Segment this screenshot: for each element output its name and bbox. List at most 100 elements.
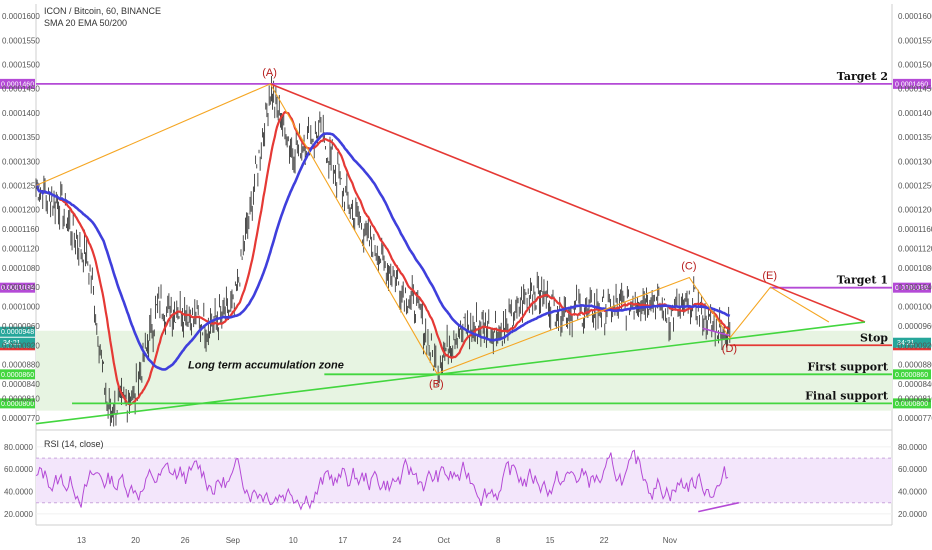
y-tick-right: 0.0000810 <box>898 395 932 404</box>
rsi-tick-left: 20.0000 <box>4 510 33 519</box>
price-tag-text: 0.0001460 <box>895 81 928 88</box>
y-tick-right: 0.0001120 <box>898 244 932 253</box>
trendlines <box>35 83 866 425</box>
price-tag <box>893 282 931 293</box>
rsi-tick-left: 60.0000 <box>4 465 33 474</box>
sma-line <box>35 110 730 406</box>
level-label: Final support <box>805 389 889 402</box>
y-tick-left: 0.0000920 <box>2 341 40 350</box>
price-tag <box>893 78 931 89</box>
price-tag-text: 0.0000860 <box>895 372 928 379</box>
rsi-tick-right: 80.0000 <box>898 443 927 452</box>
y-tick-left: 0.0001350 <box>2 133 40 142</box>
rsi-tick-left: 80.0000 <box>4 443 33 452</box>
x-tick: 22 <box>600 536 609 545</box>
y-tick-left: 0.0000770 <box>2 414 40 423</box>
price-tag-left <box>0 398 35 409</box>
y-tick-right: 0.0001350 <box>898 133 932 142</box>
countdown-text-right: 34:21 <box>897 340 915 347</box>
current-price-text: 0.0000948 <box>1 329 34 336</box>
y-tick-right: 0.0001400 <box>898 109 932 118</box>
y-tick-right: 0.0000880 <box>898 361 932 370</box>
y-tick-left: 0.0001120 <box>2 244 40 253</box>
y-tick-left: 0.0001450 <box>2 85 40 94</box>
y-tick-right: 0.0001040 <box>898 283 932 292</box>
y-tick-left: 0.0001250 <box>2 182 40 191</box>
y-tick-left: 0.0001500 <box>2 61 40 70</box>
rsi-tick-right: 60.0000 <box>898 465 927 474</box>
y-tick-right: 0.0001300 <box>898 157 932 166</box>
x-tick: 17 <box>338 536 347 545</box>
y-tick-left: 0.0001300 <box>2 157 40 166</box>
y-tick-right: 0.0001080 <box>898 264 932 273</box>
price-tag-text: 0.0001039 <box>895 285 928 292</box>
y-tick-left: 0.0000840 <box>2 380 40 389</box>
divergence-arrow <box>702 327 731 337</box>
price-tag-left <box>0 282 35 293</box>
wave-label: (C) <box>681 261 696 273</box>
y-tick-left: 0.0001550 <box>2 36 40 45</box>
y-tick-left: 0.0000810 <box>2 395 40 404</box>
trendline-upper-resistance <box>269 83 866 323</box>
rsi-divergence-arrow <box>698 501 739 513</box>
level-label: Stop <box>860 331 888 344</box>
trendline-lower-support <box>35 321 866 425</box>
y-tick-left: 0.0000960 <box>2 322 40 331</box>
rsi-tick-right: 20.0000 <box>898 510 927 519</box>
y-tick-left: 0.0000880 <box>2 361 40 370</box>
zone-label: Long term accumulation zone <box>188 360 344 372</box>
y-tick-right: 0.0001500 <box>898 61 932 70</box>
rsi-series <box>35 449 892 513</box>
price-tag-text: 0.0000800 <box>895 401 928 408</box>
rsi-line <box>35 449 729 511</box>
countdown-text: 34:21 <box>3 340 21 347</box>
y-tick-right: 0.0000960 <box>898 322 932 331</box>
y-tick-right: 0.0001000 <box>898 303 932 312</box>
y-tick-right: 0.0001450 <box>898 85 932 94</box>
y-tick-right: 0.0000840 <box>898 380 932 389</box>
y-tick-right: 0.0001250 <box>898 182 932 191</box>
current-price-tag <box>0 326 35 337</box>
price-tag <box>893 398 931 409</box>
x-tick: Nov <box>663 536 677 545</box>
x-tick: Sep <box>226 536 241 545</box>
level-label: Target 1 <box>837 274 888 287</box>
indicator-legend: SMA 20 EMA 50/200 <box>44 18 128 28</box>
rsi-legend: RSI (14, close) <box>44 439 104 449</box>
x-tick: 10 <box>289 536 298 545</box>
y-tick-left: 0.0001040 <box>2 283 40 292</box>
level-label: Target 2 <box>837 70 888 83</box>
y-tick-left: 0.0001160 <box>2 225 40 234</box>
x-tick: 24 <box>392 536 401 545</box>
y-tick-left: 0.0001600 <box>2 12 40 21</box>
y-tick-left: 0.0001080 <box>2 264 40 273</box>
x-tick: 8 <box>496 536 501 545</box>
wave-zigzag <box>35 83 830 375</box>
countdown-tag <box>0 337 35 348</box>
x-tick: Oct <box>437 536 450 545</box>
y-tick-right: 0.0001600 <box>898 12 932 21</box>
wave-label: (B) <box>429 378 444 390</box>
price-tag-left-text: 0.0001460 <box>1 81 34 88</box>
countdown-tag-right <box>893 337 931 348</box>
price-tag <box>893 369 931 380</box>
wave-label: (E) <box>762 270 777 282</box>
levels: Target 2 0.0001460 0.0001460 Target 1 0.0001… <box>0 70 931 409</box>
y-tick-right: 0.0001160 <box>898 225 932 234</box>
y-tick-right: 0.0000920 <box>898 341 932 350</box>
x-tick: 26 <box>181 536 190 545</box>
axes: 0.0001600 0.0001600 0.0001550 0.0001550 0.00… <box>2 12 932 545</box>
price-series <box>35 76 731 427</box>
y-tick-right: 0.0001550 <box>898 36 932 45</box>
rsi-tick-right: 40.0000 <box>898 488 927 497</box>
price-tag-left <box>0 369 35 380</box>
price-tag-left-text: 0.0000800 <box>1 401 34 408</box>
y-tick-right: 0.0000770 <box>898 414 932 423</box>
price-tag-left <box>0 78 35 89</box>
y-tick-left: 0.0001400 <box>2 109 40 118</box>
x-tick: 13 <box>77 536 86 545</box>
chart-title: ICON / Bitcoin, 60, BINANCE <box>44 6 162 16</box>
rsi-tick-left: 40.0000 <box>4 488 33 497</box>
x-tick: 20 <box>131 536 140 545</box>
